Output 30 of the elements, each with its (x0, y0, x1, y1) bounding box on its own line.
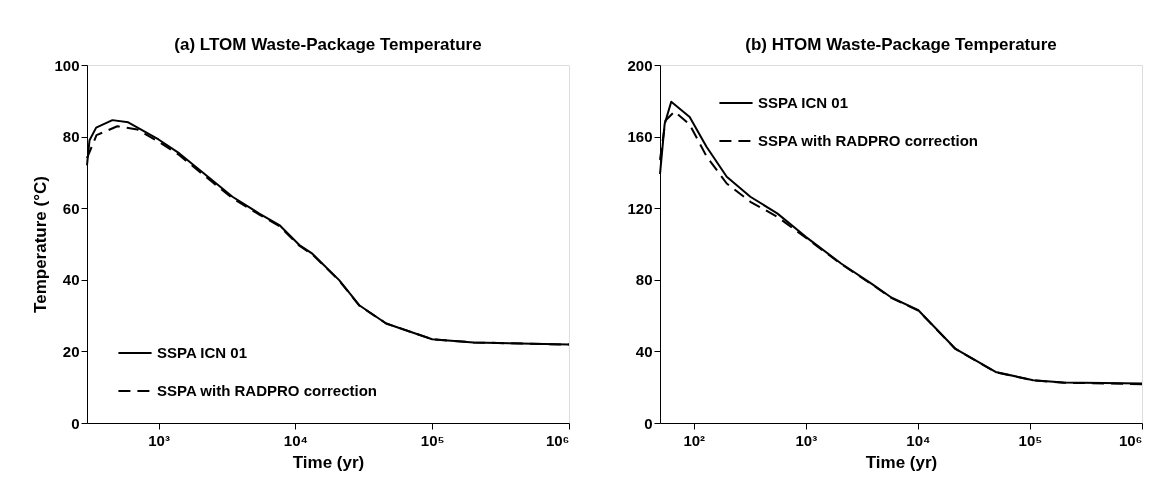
y-tick-label: 120 (627, 199, 653, 217)
x-tick-label: 10³ (148, 431, 170, 449)
y-tick-label: 160 (627, 128, 653, 146)
x-axis-title: Time (yr) (865, 452, 938, 472)
chart-title: (b) HTOM Waste-Package Temperature (745, 35, 1057, 54)
legend-label: SSPA ICN 01 (157, 344, 248, 361)
y-tick-label: 40 (635, 342, 653, 360)
y-tick-label: 80 (635, 271, 653, 289)
y-tick-label: 40 (62, 271, 80, 289)
x-tick-label: 10³ (795, 431, 818, 449)
x-tick-label: 10⁴ (283, 431, 308, 449)
x-tick-label: 10⁴ (906, 431, 931, 449)
x-tick-label: 10⁵ (1018, 431, 1043, 449)
legend-label: SSPA with RADPRO correction (758, 132, 979, 149)
x-tick-label: 10⁶ (545, 431, 570, 449)
y-tick-label: 0 (71, 414, 80, 432)
x-tick-label: 10² (683, 431, 706, 449)
y-tick-label: 0 (644, 414, 653, 432)
legend-label: SSPA with RADPRO correction (157, 382, 378, 399)
chart-title: (a) LTOM Waste-Package Temperature (174, 35, 482, 54)
y-tick-label: 100 (54, 56, 80, 74)
legend-label: SSPA ICN 01 (758, 94, 849, 111)
x-tick-label: 10⁶ (1118, 431, 1143, 449)
y-axis-title: Temperature (°C) (31, 176, 51, 313)
y-tick-label: 200 (627, 56, 653, 74)
x-tick-label: 10⁵ (420, 431, 445, 449)
y-tick-label: 20 (62, 342, 80, 360)
y-tick-label: 60 (62, 199, 80, 217)
x-axis-title: Time (yr) (292, 452, 365, 472)
y-tick-label: 80 (62, 128, 80, 146)
